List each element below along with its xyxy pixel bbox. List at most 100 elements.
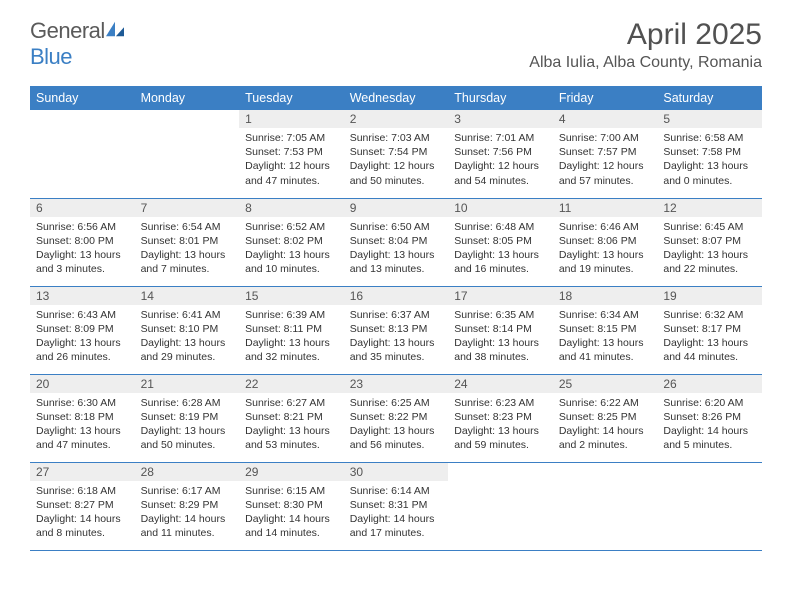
calendar-week-row: 20Sunrise: 6:30 AMSunset: 8:18 PMDayligh… xyxy=(30,374,762,462)
daylight-line: Daylight: 13 hours and 59 minutes. xyxy=(454,424,547,452)
day-number: 11 xyxy=(553,199,658,217)
day-details: Sunrise: 7:00 AMSunset: 7:57 PMDaylight:… xyxy=(553,128,658,192)
day-details: Sunrise: 6:27 AMSunset: 8:21 PMDaylight:… xyxy=(239,393,344,457)
day-number: 25 xyxy=(553,375,658,393)
daylight-line: Daylight: 13 hours and 0 minutes. xyxy=(663,159,756,187)
day-details: Sunrise: 6:14 AMSunset: 8:31 PMDaylight:… xyxy=(344,481,449,545)
day-details: Sunrise: 6:41 AMSunset: 8:10 PMDaylight:… xyxy=(135,305,240,369)
day-details: Sunrise: 6:54 AMSunset: 8:01 PMDaylight:… xyxy=(135,217,240,281)
sunrise-line: Sunrise: 6:54 AM xyxy=(141,220,234,234)
calendar-cell: 17Sunrise: 6:35 AMSunset: 8:14 PMDayligh… xyxy=(448,286,553,374)
daylight-line: Daylight: 12 hours and 54 minutes. xyxy=(454,159,547,187)
sunrise-line: Sunrise: 6:39 AM xyxy=(245,308,338,322)
day-number: 28 xyxy=(135,463,240,481)
month-title: April 2025 xyxy=(529,18,762,52)
day-number: 8 xyxy=(239,199,344,217)
calendar-cell: 16Sunrise: 6:37 AMSunset: 8:13 PMDayligh… xyxy=(344,286,449,374)
sunrise-line: Sunrise: 6:37 AM xyxy=(350,308,443,322)
sunrise-line: Sunrise: 6:48 AM xyxy=(454,220,547,234)
sunset-line: Sunset: 7:57 PM xyxy=(559,145,652,159)
calendar-cell xyxy=(135,110,240,198)
weekday-header: Tuesday xyxy=(239,86,344,110)
daylight-line: Daylight: 14 hours and 5 minutes. xyxy=(663,424,756,452)
sunset-line: Sunset: 7:54 PM xyxy=(350,145,443,159)
day-number: 23 xyxy=(344,375,449,393)
weekday-header: Wednesday xyxy=(344,86,449,110)
sunrise-line: Sunrise: 7:01 AM xyxy=(454,131,547,145)
sunrise-line: Sunrise: 6:58 AM xyxy=(663,131,756,145)
sunrise-line: Sunrise: 6:20 AM xyxy=(663,396,756,410)
day-number: 10 xyxy=(448,199,553,217)
day-details: Sunrise: 6:18 AMSunset: 8:27 PMDaylight:… xyxy=(30,481,135,545)
sunrise-line: Sunrise: 6:22 AM xyxy=(559,396,652,410)
daylight-line: Daylight: 14 hours and 2 minutes. xyxy=(559,424,652,452)
sunset-line: Sunset: 8:30 PM xyxy=(245,498,338,512)
calendar-cell: 14Sunrise: 6:41 AMSunset: 8:10 PMDayligh… xyxy=(135,286,240,374)
day-details: Sunrise: 6:34 AMSunset: 8:15 PMDaylight:… xyxy=(553,305,658,369)
sunrise-line: Sunrise: 6:46 AM xyxy=(559,220,652,234)
day-number: 18 xyxy=(553,287,658,305)
logo-word-1: General xyxy=(30,18,105,43)
day-details: Sunrise: 6:39 AMSunset: 8:11 PMDaylight:… xyxy=(239,305,344,369)
sunset-line: Sunset: 8:23 PM xyxy=(454,410,547,424)
logo-sail-icon xyxy=(104,20,126,38)
sunrise-line: Sunrise: 6:41 AM xyxy=(141,308,234,322)
day-number: 4 xyxy=(553,110,658,128)
calendar-cell: 1Sunrise: 7:05 AMSunset: 7:53 PMDaylight… xyxy=(239,110,344,198)
day-number: 12 xyxy=(657,199,762,217)
weekday-header: Saturday xyxy=(657,86,762,110)
daylight-line: Daylight: 13 hours and 26 minutes. xyxy=(36,336,129,364)
calendar-cell: 5Sunrise: 6:58 AMSunset: 7:58 PMDaylight… xyxy=(657,110,762,198)
day-number: 9 xyxy=(344,199,449,217)
daylight-line: Daylight: 13 hours and 16 minutes. xyxy=(454,248,547,276)
day-number: 20 xyxy=(30,375,135,393)
weekday-header-row: SundayMondayTuesdayWednesdayThursdayFrid… xyxy=(30,86,762,110)
calendar-week-row: 13Sunrise: 6:43 AMSunset: 8:09 PMDayligh… xyxy=(30,286,762,374)
calendar-week-row: 6Sunrise: 6:56 AMSunset: 8:00 PMDaylight… xyxy=(30,198,762,286)
calendar-cell: 12Sunrise: 6:45 AMSunset: 8:07 PMDayligh… xyxy=(657,198,762,286)
daylight-line: Daylight: 13 hours and 3 minutes. xyxy=(36,248,129,276)
day-number: 15 xyxy=(239,287,344,305)
calendar-cell: 20Sunrise: 6:30 AMSunset: 8:18 PMDayligh… xyxy=(30,374,135,462)
day-details: Sunrise: 6:37 AMSunset: 8:13 PMDaylight:… xyxy=(344,305,449,369)
day-number: 13 xyxy=(30,287,135,305)
day-details: Sunrise: 6:50 AMSunset: 8:04 PMDaylight:… xyxy=(344,217,449,281)
sunset-line: Sunset: 8:26 PM xyxy=(663,410,756,424)
daylight-line: Daylight: 14 hours and 8 minutes. xyxy=(36,512,129,540)
day-number: 17 xyxy=(448,287,553,305)
sunset-line: Sunset: 8:15 PM xyxy=(559,322,652,336)
daylight-line: Daylight: 13 hours and 53 minutes. xyxy=(245,424,338,452)
sunrise-line: Sunrise: 6:25 AM xyxy=(350,396,443,410)
sunrise-line: Sunrise: 6:35 AM xyxy=(454,308,547,322)
day-details: Sunrise: 7:05 AMSunset: 7:53 PMDaylight:… xyxy=(239,128,344,192)
daylight-line: Daylight: 13 hours and 38 minutes. xyxy=(454,336,547,364)
calendar-cell: 4Sunrise: 7:00 AMSunset: 7:57 PMDaylight… xyxy=(553,110,658,198)
calendar-cell: 11Sunrise: 6:46 AMSunset: 8:06 PMDayligh… xyxy=(553,198,658,286)
sunset-line: Sunset: 8:21 PM xyxy=(245,410,338,424)
page-header: General Blue April 2025 Alba Iulia, Alba… xyxy=(0,0,792,78)
daylight-line: Daylight: 14 hours and 14 minutes. xyxy=(245,512,338,540)
logo: General Blue xyxy=(30,18,126,70)
sunrise-line: Sunrise: 6:32 AM xyxy=(663,308,756,322)
day-details: Sunrise: 6:15 AMSunset: 8:30 PMDaylight:… xyxy=(239,481,344,545)
day-details: Sunrise: 6:52 AMSunset: 8:02 PMDaylight:… xyxy=(239,217,344,281)
sunset-line: Sunset: 8:27 PM xyxy=(36,498,129,512)
day-details: Sunrise: 6:17 AMSunset: 8:29 PMDaylight:… xyxy=(135,481,240,545)
day-number: 14 xyxy=(135,287,240,305)
sunset-line: Sunset: 8:04 PM xyxy=(350,234,443,248)
sunset-line: Sunset: 8:18 PM xyxy=(36,410,129,424)
logo-word-2: Blue xyxy=(30,44,72,69)
calendar-table: SundayMondayTuesdayWednesdayThursdayFrid… xyxy=(30,86,762,551)
day-number: 7 xyxy=(135,199,240,217)
day-details: Sunrise: 6:28 AMSunset: 8:19 PMDaylight:… xyxy=(135,393,240,457)
sunset-line: Sunset: 8:31 PM xyxy=(350,498,443,512)
daylight-line: Daylight: 14 hours and 11 minutes. xyxy=(141,512,234,540)
day-number: 1 xyxy=(239,110,344,128)
calendar-cell: 8Sunrise: 6:52 AMSunset: 8:02 PMDaylight… xyxy=(239,198,344,286)
calendar-cell: 2Sunrise: 7:03 AMSunset: 7:54 PMDaylight… xyxy=(344,110,449,198)
daylight-line: Daylight: 13 hours and 44 minutes. xyxy=(663,336,756,364)
day-number: 24 xyxy=(448,375,553,393)
sunset-line: Sunset: 8:01 PM xyxy=(141,234,234,248)
daylight-line: Daylight: 13 hours and 35 minutes. xyxy=(350,336,443,364)
calendar-cell: 22Sunrise: 6:27 AMSunset: 8:21 PMDayligh… xyxy=(239,374,344,462)
